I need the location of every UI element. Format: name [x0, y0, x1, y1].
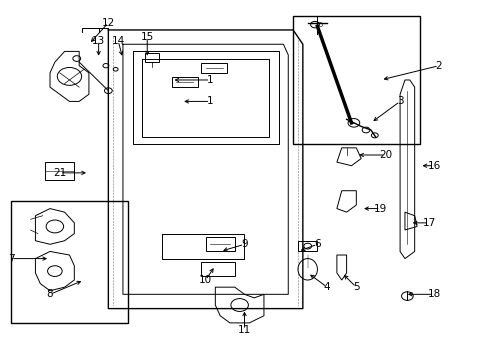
Text: 15: 15 [141, 32, 154, 42]
Text: 6: 6 [313, 239, 320, 249]
Bar [45, 162, 74, 180]
Text: 5: 5 [352, 282, 359, 292]
Text: 8: 8 [46, 289, 53, 299]
Text: 4: 4 [323, 282, 330, 292]
Text: 9: 9 [241, 239, 247, 249]
Text: 1: 1 [207, 96, 213, 107]
Text: 3: 3 [396, 96, 403, 107]
Text: 10: 10 [199, 275, 212, 285]
Text: 1: 1 [207, 75, 213, 85]
Bar [292, 16, 419, 144]
Text: 14: 14 [111, 36, 124, 46]
Bar [171, 77, 198, 87]
Text: 19: 19 [373, 203, 386, 213]
Text: 12: 12 [102, 18, 115, 28]
Text: 11: 11 [237, 325, 251, 335]
Bar [201, 63, 227, 73]
Bar [144, 53, 159, 62]
Text: 16: 16 [427, 161, 440, 171]
Text: 20: 20 [378, 150, 391, 160]
Text: 13: 13 [92, 36, 105, 46]
Text: 7: 7 [8, 253, 15, 264]
Text: 21: 21 [53, 168, 66, 178]
Text: 2: 2 [435, 61, 442, 71]
Text: 17: 17 [422, 218, 435, 228]
Text: 18: 18 [427, 289, 440, 299]
Bar [11, 202, 127, 323]
